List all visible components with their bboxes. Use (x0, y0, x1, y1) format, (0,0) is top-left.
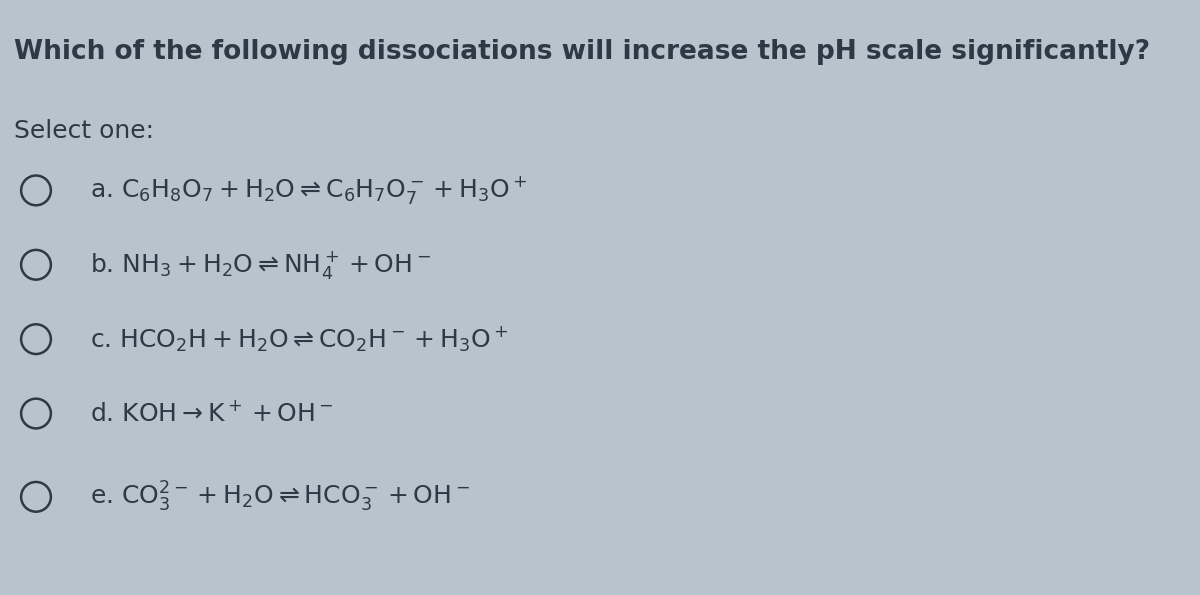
Text: e. $\mathrm{CO_3^{2-}+H_2O\rightleftharpoons HCO_3^-+OH^-}$: e. $\mathrm{CO_3^{2-}+H_2O\rightleftharp… (90, 480, 470, 514)
Text: c. $\mathrm{HCO_2H+H_2O\rightleftharpoons CO_2H^-+H_3O^+}$: c. $\mathrm{HCO_2H+H_2O\rightleftharpoon… (90, 324, 509, 354)
Text: d. $\mathrm{KOH \rightarrow K^++OH^-}$: d. $\mathrm{KOH \rightarrow K^++OH^-}$ (90, 401, 334, 426)
Text: a. $\mathrm{C_6H_8O_7+H_2O\rightleftharpoons C_6H_7O_7^-+H_3O^+}$: a. $\mathrm{C_6H_8O_7+H_2O\rightleftharp… (90, 174, 528, 206)
Text: Select one:: Select one: (14, 119, 155, 143)
Text: Which of the following dissociations will increase the pH scale significantly?: Which of the following dissociations wil… (14, 39, 1151, 65)
Text: b. $\mathrm{NH_3+H_2O\rightleftharpoons NH_4^++OH^-}$: b. $\mathrm{NH_3+H_2O\rightleftharpoons … (90, 249, 431, 281)
